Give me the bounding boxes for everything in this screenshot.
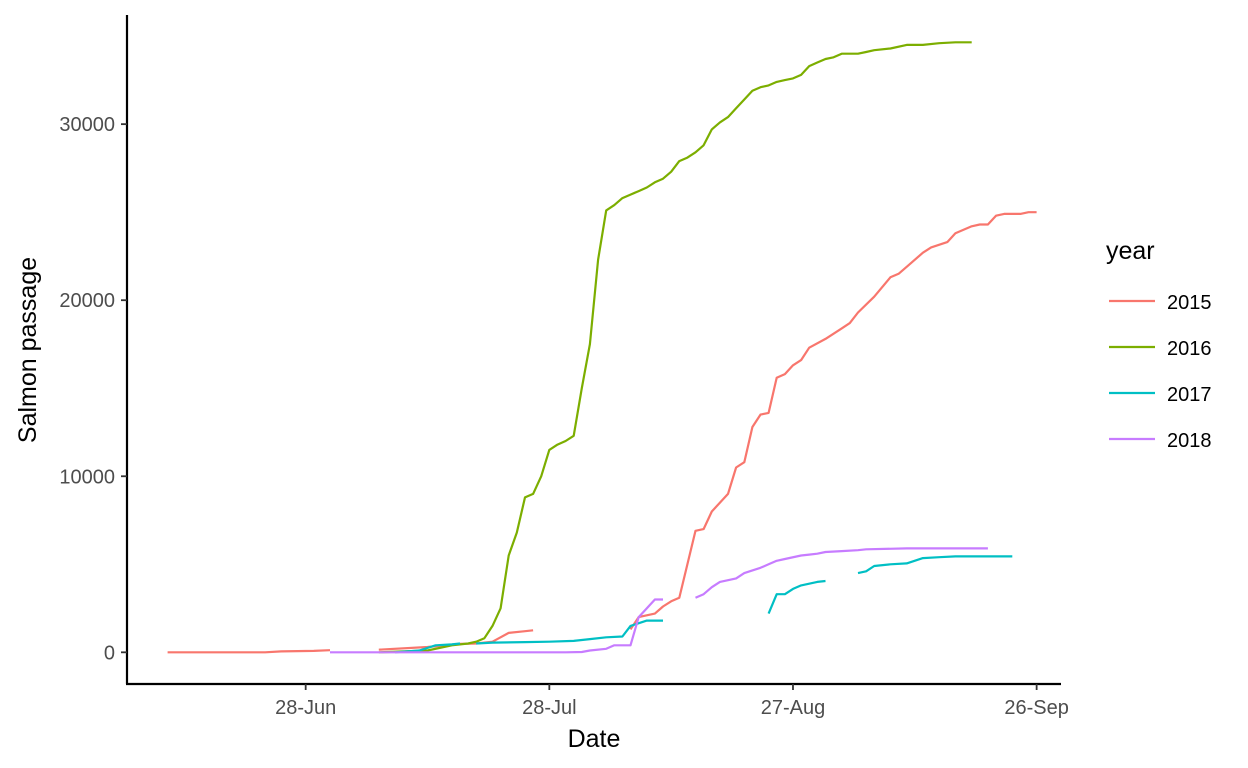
y-axis-ticks: 0 10000 20000 30000 [59,114,127,664]
y-tick-label: 30000 [59,114,115,136]
series-layer [167,41,1037,654]
legend-label-2016: 2016 [1167,338,1212,360]
series-line-2017-segment-4 [857,555,1013,575]
y-tick-label: 0 [104,642,115,664]
legend-title: year [1106,237,1155,265]
y-axis-title: Salmon passage [14,257,42,443]
x-tick-label: 28-Jun [275,697,336,719]
series-line-2017-segment-3 [767,579,826,615]
series-line-2018-segment-1 [330,598,663,654]
x-tick-label: 27-Aug [761,697,826,719]
x-tick-label: 26-Sep [1004,697,1069,719]
legend: year 2015 2016 2017 2018 [1106,237,1212,452]
legend-label-2018: 2018 [1167,430,1212,452]
series-line-2017-segment-1 [394,642,461,654]
legend-label-2017: 2017 [1167,384,1212,406]
x-axis-title: Date [568,725,621,753]
series-line-2015-segment-2 [378,629,534,651]
series-line-2015-segment-3 [629,211,1037,631]
series-line-2015-segment-1 [167,649,331,654]
series-line-2018-segment-2 [695,547,988,599]
x-axis-ticks: 28-Jun 28-Jul 27-Aug 26-Sep [275,684,1069,719]
legend-label-2015: 2015 [1167,292,1212,314]
y-tick-label: 20000 [59,290,115,312]
x-tick-label: 28-Jul [522,697,576,719]
y-tick-label: 10000 [59,466,115,488]
series-line-2016-segment-1 [378,41,972,654]
